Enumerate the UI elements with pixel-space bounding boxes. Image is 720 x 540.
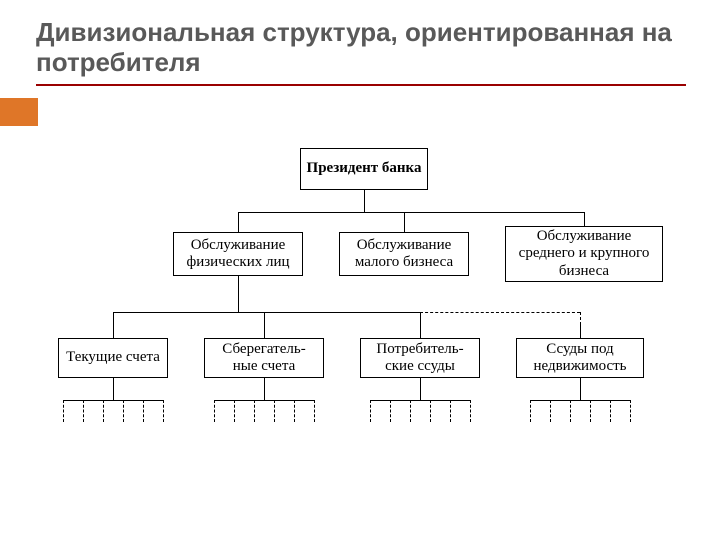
node-individuals: Обслуживание физических лиц: [173, 232, 303, 276]
node-label: Ссуды под недвижимость: [521, 341, 639, 376]
page-title: Дивизиональная структура, ориентированна…: [36, 18, 686, 84]
node-label: Обслуживание среднего и крупного бизнеса: [510, 228, 658, 280]
connector: [364, 190, 365, 212]
connector: [580, 325, 581, 338]
node-label: Потребитель- ские ссуды: [365, 341, 475, 376]
title-block: Дивизиональная структура, ориентированна…: [36, 18, 686, 86]
node-president: Президент банка: [300, 148, 428, 190]
rake: [370, 400, 470, 440]
node-label: Обслуживание физических лиц: [178, 237, 298, 272]
node-medium-large-business: Обслуживание среднего и крупного бизнеса: [505, 226, 663, 282]
rake: [530, 400, 630, 440]
node-savings-accounts: Сберегатель- ные счета: [204, 338, 324, 378]
node-current-accounts: Текущие счета: [58, 338, 168, 378]
node-consumer-loans: Потребитель- ские ссуды: [360, 338, 480, 378]
title-rule: [36, 84, 686, 86]
connector: [238, 212, 584, 213]
rake: [63, 400, 163, 440]
connector-dashed: [420, 312, 580, 313]
node-label: Текущие счета: [66, 349, 160, 366]
connector: [113, 312, 114, 338]
node-real-estate-loans: Ссуды под недвижимость: [516, 338, 644, 378]
node-label: Обслуживание малого бизнеса: [344, 237, 464, 272]
connector-dashed: [580, 312, 581, 325]
accent-tab: [0, 98, 38, 126]
node-label: Президент банка: [307, 160, 422, 177]
node-small-business: Обслуживание малого бизнеса: [339, 232, 469, 276]
node-label: Сберегатель- ные счета: [209, 341, 319, 376]
connector: [420, 312, 421, 338]
connector: [584, 212, 585, 226]
connector: [404, 212, 405, 232]
rake: [214, 400, 314, 440]
connector: [238, 212, 239, 232]
connector: [113, 312, 420, 313]
connector: [238, 276, 239, 312]
connector: [264, 312, 265, 338]
